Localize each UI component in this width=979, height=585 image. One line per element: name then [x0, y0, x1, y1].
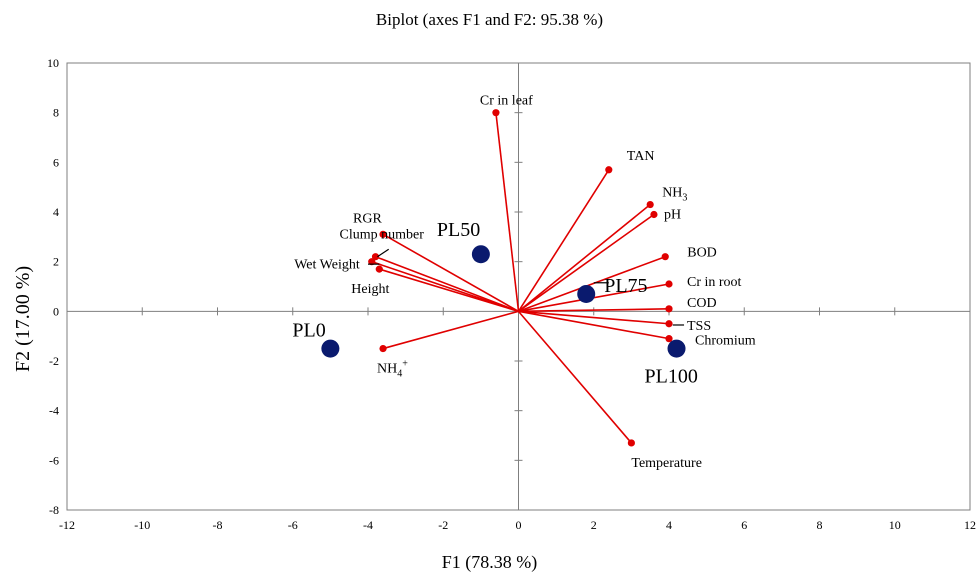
variable-point [646, 200, 654, 209]
variable-point [379, 344, 387, 353]
variable-vector [517, 310, 632, 444]
observation-point [577, 284, 596, 303]
variable-label: Cr in root [687, 275, 742, 290]
x-tick-label: 4 [666, 518, 672, 532]
variable-label: Clump number [340, 228, 425, 243]
observation-point [667, 339, 686, 358]
y-tick-label: -4 [49, 404, 59, 418]
variable-label: Height [351, 282, 389, 297]
x-tick-label: 10 [889, 518, 901, 532]
y-tick-label: 6 [53, 155, 59, 169]
x-tick-label: 0 [516, 518, 522, 532]
variable-point [650, 210, 658, 219]
variable-point [379, 230, 387, 238]
x-axis-label: F1 (78.38 %) [441, 552, 538, 572]
observation-point [321, 339, 340, 358]
variable-point [665, 305, 673, 313]
variable-label: NH4+ [377, 359, 408, 380]
y-tick-label: 8 [53, 106, 59, 120]
variable-vector [382, 233, 519, 313]
variable-label: RGR [353, 211, 382, 226]
variable-point [368, 258, 376, 266]
x-tick-label: 8 [817, 518, 823, 532]
variable-label: Cr in leaf [480, 94, 533, 109]
observation-label: PL0 [292, 320, 325, 342]
x-tick-label: -6 [288, 518, 298, 532]
variable-vector [518, 308, 670, 313]
chart-title: Biplot (axes F1 and F2: 95.38 %) [375, 10, 604, 29]
observation-label: PL50 [437, 219, 480, 241]
variable-vector [517, 169, 610, 312]
y-tick-label: -6 [49, 453, 59, 467]
y-tick-label: 0 [53, 304, 59, 318]
variable-point [665, 320, 673, 328]
variable-label: NH3 [662, 186, 687, 204]
variable-point [605, 166, 613, 174]
variable-point [665, 280, 673, 288]
x-tick-label: -4 [363, 518, 373, 532]
x-tick-label: -8 [213, 518, 223, 532]
y-tick-label: -8 [49, 503, 59, 517]
variable-point [375, 265, 383, 273]
y-tick-label: 2 [53, 255, 59, 269]
x-tick-label: 2 [591, 518, 597, 532]
variable-label: TSS [687, 319, 711, 334]
y-tick-label: 10 [47, 56, 59, 70]
variable-label: pH [664, 207, 681, 222]
variable-label: COD [687, 296, 717, 311]
variable-vector [379, 268, 519, 313]
x-tick-label: -12 [59, 518, 75, 532]
variable-vector [518, 310, 670, 340]
variable-label: BOD [687, 246, 717, 261]
variable-label: Wet Weight [294, 258, 360, 273]
variable-vector [371, 260, 519, 313]
observation-point [471, 245, 490, 264]
variable-vector [375, 255, 519, 313]
variable-point [665, 335, 673, 343]
variable-vector [495, 112, 520, 312]
observation-label: PL75 [604, 275, 647, 297]
variable-point [492, 109, 500, 117]
variable-label: TAN [627, 149, 655, 164]
leader-line [377, 248, 390, 258]
variable-label: Temperature [631, 456, 702, 471]
variable-label: Chromium [695, 334, 756, 349]
y-tick-label: -2 [49, 354, 59, 368]
y-tick-label: 4 [53, 205, 59, 219]
variable-point [661, 253, 669, 261]
variable-vector [382, 310, 519, 350]
variable-vector [518, 255, 666, 313]
x-tick-label: 6 [741, 518, 747, 532]
x-tick-label: -2 [438, 518, 448, 532]
variable-vector [517, 203, 651, 312]
variable-point [371, 253, 380, 261]
x-tick-label: 12 [964, 518, 976, 532]
variable-vector [518, 213, 655, 312]
variable-point [627, 439, 635, 447]
x-tick-label: -10 [134, 518, 150, 532]
variable-vector [518, 310, 670, 325]
observation-label: PL100 [645, 366, 698, 388]
